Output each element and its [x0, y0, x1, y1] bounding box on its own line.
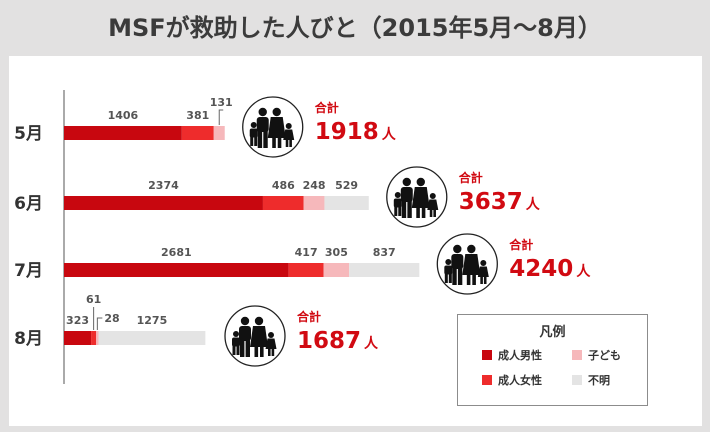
total-caption: 合計 — [297, 309, 321, 324]
data-label: 1406 — [108, 109, 139, 122]
leader-line — [96, 317, 103, 330]
total-value: 3637 人 — [459, 189, 541, 215]
data-label: 486 — [272, 179, 295, 192]
legend-item-adult-women: 成人女性 — [482, 375, 542, 387]
legend-label: 子ども — [588, 349, 621, 362]
legend-item-children: 子ども — [572, 350, 621, 362]
bar-segment — [323, 263, 350, 277]
month-label: 8月 — [14, 329, 43, 349]
legend-label: 成人女性 — [498, 374, 542, 387]
legend-label: 成人男性 — [498, 349, 542, 362]
data-label: 28 — [104, 312, 119, 325]
total-value: 1687 人 — [297, 328, 379, 354]
legend-swatch — [482, 350, 492, 360]
bar-segment — [262, 196, 304, 210]
leader-line — [218, 109, 224, 125]
legend-title: 凡例 — [539, 325, 566, 340]
data-label: 61 — [86, 293, 101, 306]
total-caption: 合計 — [315, 100, 339, 115]
data-label: 529 — [335, 179, 358, 192]
total-number: 3637 — [459, 189, 523, 215]
chart-title: MSFが救助した人びと（2015年5月～8月） — [108, 14, 602, 42]
data-label: 417 — [295, 246, 318, 259]
data-label: 2374 — [148, 179, 179, 192]
data-label: 837 — [373, 246, 396, 259]
total-number: 1687 — [297, 328, 361, 354]
bar-segment — [288, 263, 324, 277]
total-unit: 人 — [526, 196, 541, 213]
bar-segment — [96, 331, 99, 345]
month-label: 6月 — [14, 194, 43, 214]
data-label: 323 — [66, 314, 89, 327]
data-label: 131 — [210, 96, 233, 109]
month-label: 7月 — [14, 261, 43, 281]
legend-item-unknown: 不明 — [572, 375, 610, 387]
legend-label: 不明 — [588, 374, 610, 387]
total-unit: 人 — [576, 263, 591, 280]
bar-segment — [64, 126, 182, 140]
total-caption: 合計 — [509, 237, 533, 252]
legend-swatch — [482, 375, 492, 385]
total-value: 4240 人 — [509, 256, 591, 282]
total-number: 1918 — [315, 119, 379, 145]
legend-swatch — [572, 350, 582, 360]
total-unit: 人 — [382, 126, 397, 143]
total-number: 4240 — [509, 256, 573, 282]
data-label: 248 — [303, 179, 326, 192]
bar-segment — [91, 331, 97, 345]
bar-segment — [324, 196, 369, 210]
month-label: 5月 — [14, 124, 43, 144]
bar-segment — [349, 263, 420, 277]
bar-segment — [181, 126, 214, 140]
legend-swatch — [572, 375, 582, 385]
data-label: 381 — [186, 109, 209, 122]
bar-segment — [213, 126, 225, 140]
data-label: 305 — [325, 246, 348, 259]
total-unit: 人 — [364, 335, 379, 352]
data-label: 2681 — [161, 246, 192, 259]
data-label: 1275 — [137, 314, 168, 327]
legend-item-adult-men: 成人男性 — [482, 350, 542, 362]
legend: 凡例 成人男性 子ども 成人女性 不明 — [457, 314, 648, 406]
total-value: 1918 人 — [315, 119, 397, 145]
total-caption: 合計 — [459, 170, 483, 185]
bar-segment — [98, 331, 206, 345]
bar-segment — [64, 263, 289, 277]
bar-segment — [64, 331, 92, 345]
bar-segment — [303, 196, 325, 210]
bar-segment — [64, 196, 263, 210]
